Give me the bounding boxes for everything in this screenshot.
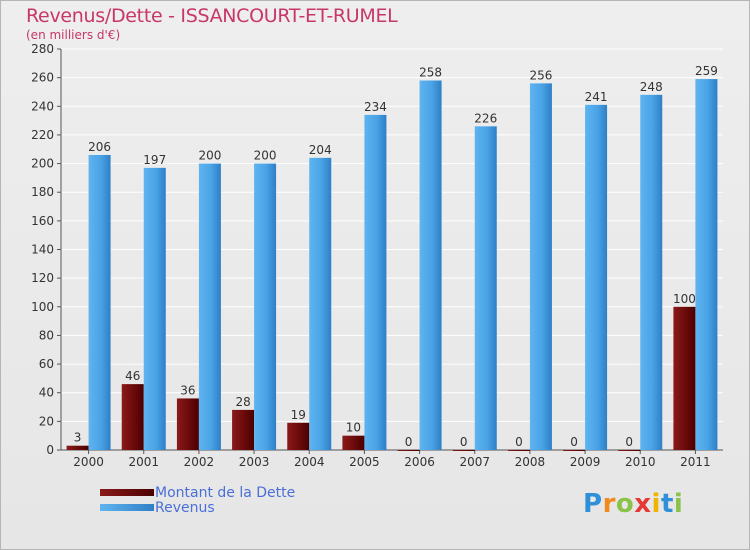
x-tick-label: 2006 bbox=[404, 455, 435, 469]
data-label-revenus: 204 bbox=[309, 143, 332, 157]
data-label-revenus: 200 bbox=[198, 149, 221, 163]
bar-dette bbox=[287, 422, 310, 450]
x-tick-label: 2009 bbox=[570, 455, 601, 469]
y-tick-label: 260 bbox=[31, 71, 54, 85]
data-label-dette: 36 bbox=[180, 383, 195, 397]
logo-letter: o bbox=[615, 489, 635, 519]
y-tick-label: 80 bbox=[39, 328, 54, 342]
data-label-revenus: 206 bbox=[88, 140, 111, 154]
bar-revenus bbox=[254, 163, 277, 451]
bar-revenus bbox=[585, 104, 608, 450]
logo-letter: i bbox=[651, 489, 661, 519]
data-label-dette: 0 bbox=[625, 435, 633, 449]
data-label-revenus: 200 bbox=[254, 149, 277, 163]
bar-dette bbox=[176, 398, 199, 450]
bar-revenus bbox=[640, 94, 663, 450]
logo-letter: r bbox=[602, 489, 616, 519]
data-label-revenus: 241 bbox=[585, 90, 608, 104]
data-label-dette: 0 bbox=[570, 435, 578, 449]
y-tick-label: 40 bbox=[39, 386, 54, 400]
bar-revenus bbox=[529, 83, 552, 450]
bar-dette bbox=[673, 306, 696, 450]
legend-swatch-dette bbox=[100, 489, 154, 496]
data-label-revenus: 234 bbox=[364, 100, 387, 114]
bar-dette bbox=[232, 409, 255, 450]
x-tick-label: 2008 bbox=[515, 455, 546, 469]
proxiti-logo: Proxiti bbox=[583, 489, 683, 519]
x-tick-label: 2007 bbox=[459, 455, 490, 469]
y-tick-label: 100 bbox=[31, 300, 54, 314]
data-label-revenus: 256 bbox=[529, 68, 552, 82]
data-label-dette: 0 bbox=[515, 435, 523, 449]
y-tick-label: 240 bbox=[31, 99, 54, 113]
y-tick-label: 0 bbox=[46, 443, 54, 457]
y-tick-label: 20 bbox=[39, 414, 54, 428]
y-tick-label: 280 bbox=[31, 42, 54, 56]
legend-label-revenus: Revenus bbox=[155, 500, 215, 516]
x-tick-label: 2002 bbox=[184, 455, 215, 469]
y-tick-label: 120 bbox=[31, 271, 54, 285]
chart-title: Revenus/Dette - ISSANCOURT-ET-RUMEL bbox=[26, 5, 398, 27]
y-tick-label: 180 bbox=[31, 185, 54, 199]
data-label-dette: 3 bbox=[74, 431, 82, 445]
bar-revenus bbox=[309, 157, 332, 451]
legend-label-dette: Montant de la Dette bbox=[155, 485, 296, 501]
chart-subtitle: (en milliers d'€) bbox=[26, 28, 121, 42]
y-tick-label: 160 bbox=[31, 214, 54, 228]
x-tick-label: 2011 bbox=[680, 455, 711, 469]
data-label-dette: 19 bbox=[291, 408, 306, 422]
bar-dette bbox=[563, 450, 586, 451]
bar-revenus bbox=[695, 79, 718, 450]
data-label-revenus: 248 bbox=[640, 80, 663, 94]
data-label-dette: 100 bbox=[673, 292, 696, 306]
bar-dette bbox=[66, 445, 89, 450]
bar-dette bbox=[342, 435, 365, 450]
logo-letter: P bbox=[583, 489, 603, 519]
bar-revenus bbox=[364, 114, 387, 450]
data-label-revenus: 226 bbox=[474, 111, 497, 125]
bar-revenus bbox=[198, 163, 221, 451]
x-tick-label: 2001 bbox=[128, 455, 159, 469]
data-label-revenus: 259 bbox=[695, 64, 718, 78]
data-label-revenus: 197 bbox=[143, 153, 166, 167]
data-label-dette: 28 bbox=[235, 395, 250, 409]
bar-revenus bbox=[419, 80, 442, 450]
y-tick-label: 200 bbox=[31, 157, 54, 171]
data-label-dette: 46 bbox=[125, 369, 140, 383]
bar-dette bbox=[121, 384, 144, 450]
x-tick-label: 2010 bbox=[625, 455, 656, 469]
data-label-dette: 0 bbox=[460, 435, 468, 449]
logo-letter: i bbox=[673, 489, 684, 519]
bar-revenus bbox=[474, 126, 497, 450]
logo-letter: t bbox=[660, 489, 674, 519]
bar-dette bbox=[452, 450, 475, 451]
bar-dette bbox=[618, 450, 641, 451]
bar-dette bbox=[507, 450, 530, 451]
x-tick-label: 2005 bbox=[349, 455, 380, 469]
y-tick-label: 140 bbox=[31, 243, 54, 257]
logo-letter: x bbox=[634, 489, 652, 519]
x-tick-label: 2000 bbox=[73, 455, 104, 469]
x-tick-label: 2004 bbox=[294, 455, 325, 469]
y-tick-label: 220 bbox=[31, 128, 54, 142]
y-tick-label: 60 bbox=[39, 357, 54, 371]
bar-revenus bbox=[143, 167, 166, 450]
x-tick-label: 2003 bbox=[239, 455, 270, 469]
data-label-revenus: 258 bbox=[419, 66, 442, 80]
bar-revenus bbox=[88, 154, 111, 450]
bar-dette bbox=[397, 450, 420, 451]
legend-swatch-revenus bbox=[100, 504, 154, 511]
data-label-dette: 10 bbox=[346, 421, 361, 435]
data-label-dette: 0 bbox=[405, 435, 413, 449]
